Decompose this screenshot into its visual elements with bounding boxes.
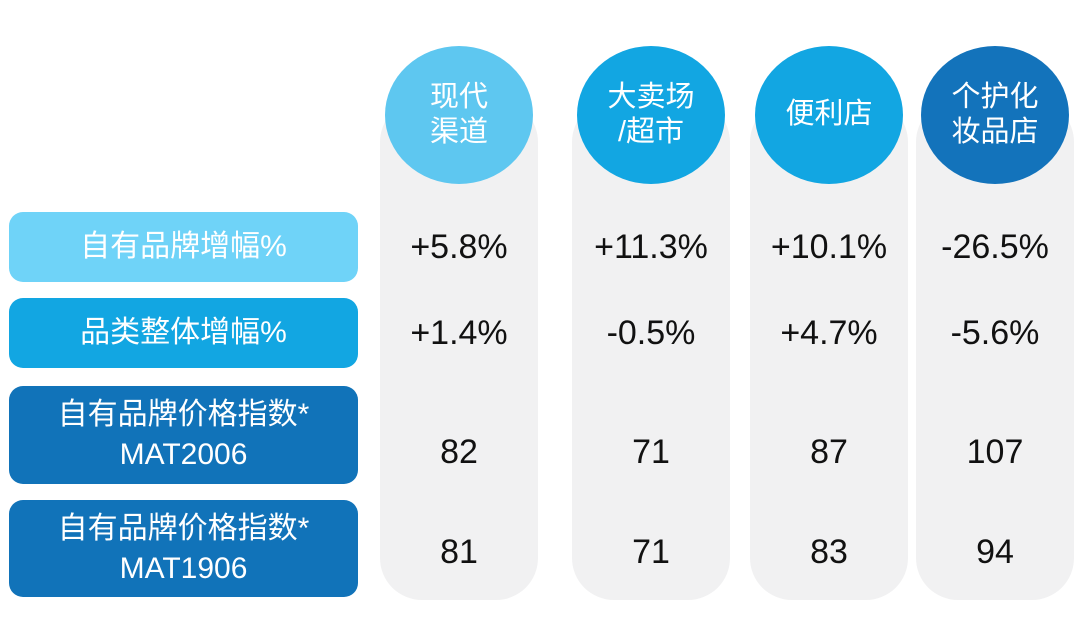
row-label-price-index-mat2006: 自有品牌价格指数* MAT2006 [9,386,358,484]
cell-own-brand-growth: +11.3% [594,227,708,266]
row-label-text: 自有品牌价格指数* [57,398,310,432]
cell-price-index-mat1906: 81 [440,532,478,571]
cell-category-growth: -0.5% [606,313,696,352]
column-header-circle-modern-trade: 现代 渠道 [385,46,533,184]
row-label-price-index-mat1906: 自有品牌价格指数* MAT1906 [9,500,358,597]
column-header-line: 个护化 [951,80,1039,113]
column-convenience-store: 便利店 +10.1% +4.7% 87 83 [750,0,908,617]
cell-own-brand-growth: -26.5% [941,227,1049,266]
column-header-circle-hypermarket: 大卖场 /超市 [577,46,725,184]
row-label-text: 品类整体增幅% [80,316,287,350]
row-label-text: 自有品牌增幅% [80,230,287,264]
row-label-own-brand-growth: 自有品牌增幅% [9,212,358,282]
cell-category-growth: +1.4% [410,313,508,352]
cell-price-index-mat2006: 71 [632,432,670,471]
column-header-circle-convenience-store: 便利店 [755,46,903,184]
row-label-subtext: MAT1906 [119,551,248,585]
column-header-line: 大卖场 [607,80,695,113]
column-header-line: 渠道 [429,116,488,148]
column-personal-care-cosmetics-store: 个护化 妆品店 -26.5% -5.6% 107 94 [916,0,1074,617]
cell-price-index-mat2006: 107 [966,432,1024,471]
column-header-line: /超市 [617,116,685,148]
column-hypermarket-supermarket: 大卖场 /超市 +11.3% -0.5% 71 71 [572,0,730,617]
cell-own-brand-growth: +5.8% [410,227,508,266]
cell-category-growth: -5.6% [950,313,1040,352]
cell-price-index-mat1906: 71 [632,532,670,571]
row-label-category-growth: 品类整体增幅% [9,298,358,368]
cell-price-index-mat2006: 82 [440,432,478,471]
cell-category-growth: +4.7% [780,313,878,352]
cell-price-index-mat1906: 83 [810,532,848,571]
column-header-line: 妆品店 [951,116,1039,148]
column-modern-trade: 现代 渠道 +5.8% +1.4% 82 81 [380,0,538,617]
cell-price-index-mat1906: 94 [976,532,1014,571]
column-header-line: 便利店 [785,98,873,131]
cell-own-brand-growth: +10.1% [770,227,888,266]
column-header-circle-personal-care: 个护化 妆品店 [921,46,1069,184]
row-label-subtext: MAT2006 [119,438,248,471]
cell-price-index-mat2006: 87 [810,432,848,471]
column-header-line: 现代 [429,80,488,113]
row-label-text: 自有品牌价格指数* [57,511,310,545]
